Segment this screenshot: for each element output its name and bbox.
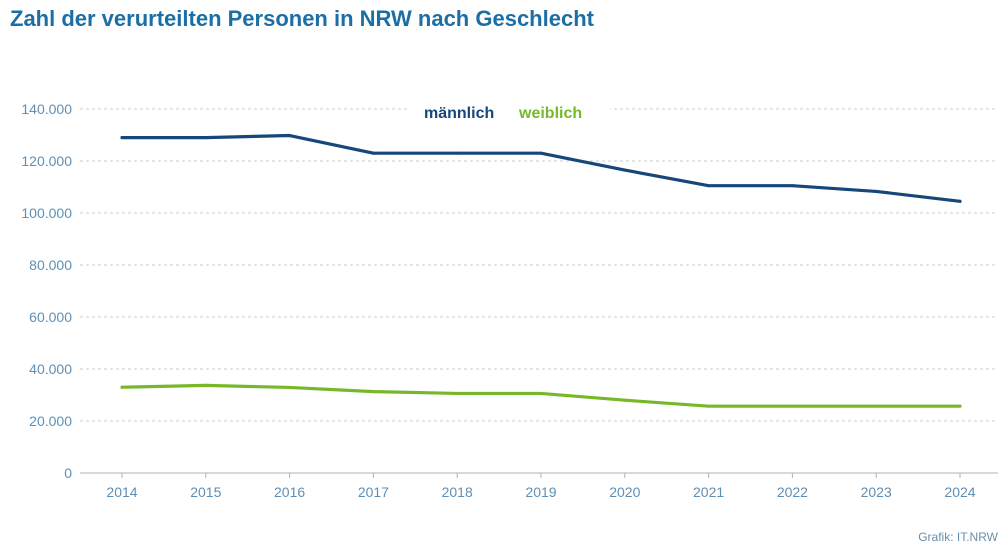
data-point — [371, 390, 375, 394]
data-point — [623, 168, 627, 172]
legend-item-weiblich: weiblich — [518, 105, 582, 122]
data-point — [371, 151, 375, 155]
source-credit: Grafik: IT.NRW — [918, 530, 998, 544]
x-tick-label: 2022 — [777, 484, 808, 500]
x-tick-label: 2015 — [190, 484, 221, 500]
data-point — [539, 151, 543, 155]
data-point — [874, 189, 878, 193]
x-tick-label: 2023 — [861, 484, 892, 500]
x-tick-label: 2014 — [106, 484, 137, 500]
data-point — [958, 199, 962, 203]
y-tick-label: 20.000 — [29, 413, 72, 429]
series-lines — [120, 133, 962, 408]
series-line-weiblich — [120, 383, 962, 408]
legend-item-maennlich: männlich — [424, 105, 494, 122]
data-point — [288, 134, 292, 138]
x-tick-label: 2021 — [693, 484, 724, 500]
x-tick-label: 2016 — [274, 484, 305, 500]
x-tick-label: 2024 — [944, 484, 975, 500]
y-tick-label: 0 — [64, 465, 72, 481]
x-tick-label: 2017 — [358, 484, 389, 500]
x-tick-label: 2018 — [442, 484, 473, 500]
x-tick-label: 2019 — [525, 484, 556, 500]
data-point — [874, 404, 878, 408]
y-tick-label: 100.000 — [21, 205, 72, 221]
axes: 0 20.000 40.000 60.000 80.000 100.000 120.000 1… — [21, 101, 998, 500]
y-tick-label: 140.000 — [21, 101, 72, 117]
legend: männlich weiblich — [410, 97, 610, 127]
legend-background — [410, 97, 610, 127]
data-point — [455, 391, 459, 395]
data-point — [707, 184, 711, 188]
y-tick-label: 80.000 — [29, 257, 72, 273]
y-tick-label: 120.000 — [21, 153, 72, 169]
data-point — [455, 151, 459, 155]
data-point — [790, 404, 794, 408]
data-point — [120, 385, 124, 389]
y-tick-label: 60.000 — [29, 309, 72, 325]
data-point — [790, 184, 794, 188]
data-point — [958, 404, 962, 408]
chart-title: Zahl der verurteilten Personen in NRW na… — [10, 6, 594, 31]
data-point — [623, 398, 627, 402]
data-point — [539, 391, 543, 395]
data-point — [707, 404, 711, 408]
data-point — [204, 383, 208, 387]
x-tick-label: 2020 — [609, 484, 640, 500]
data-point — [120, 136, 124, 140]
data-point — [204, 136, 208, 140]
series-line-mnnlich — [120, 133, 962, 203]
data-point — [288, 385, 292, 389]
gridlines — [80, 108, 998, 422]
y-tick-label: 40.000 — [29, 361, 72, 377]
